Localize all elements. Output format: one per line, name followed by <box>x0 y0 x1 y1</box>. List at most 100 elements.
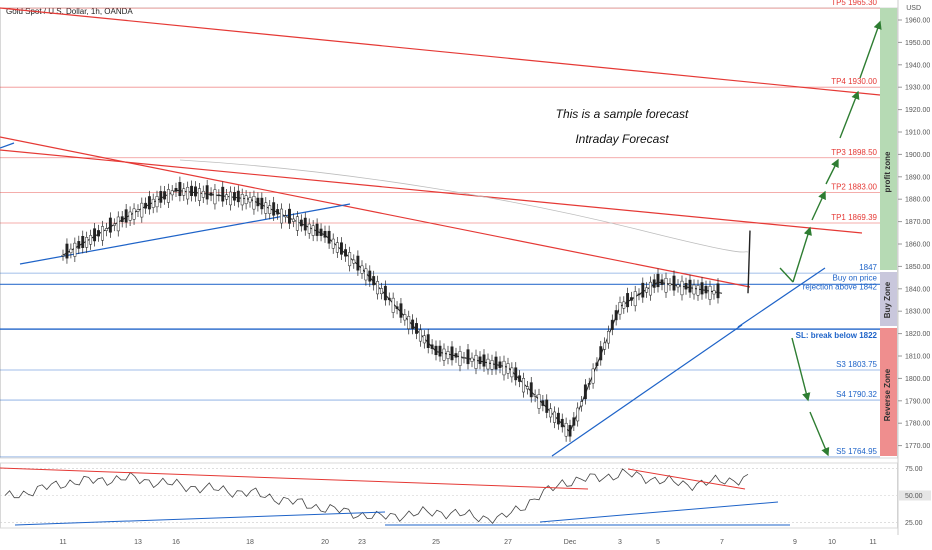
rsi-tick-label: 25.00 <box>905 520 923 527</box>
price-tick-label: 1800.00 <box>905 376 930 383</box>
time-tick-label: 23 <box>358 539 366 546</box>
candle-body <box>498 361 502 368</box>
candle-body <box>303 217 307 231</box>
candle-body <box>599 346 603 361</box>
candle-body <box>97 230 100 237</box>
candle-body <box>252 196 256 210</box>
candle-body <box>108 217 112 233</box>
candle-body <box>633 291 637 307</box>
candle-body <box>560 418 564 428</box>
rsi-trendline <box>539 501 779 523</box>
candle-body <box>140 202 144 218</box>
candle-body <box>352 259 356 264</box>
trendline <box>19 203 351 265</box>
candle-body <box>545 399 549 413</box>
annotation-intraday-forecast: Intraday Forecast <box>575 132 669 146</box>
candle-body <box>580 401 583 407</box>
candle-body <box>712 290 716 295</box>
candle-body <box>77 241 81 249</box>
candle-body <box>486 358 490 370</box>
candle-body <box>645 287 649 293</box>
candle-body <box>438 345 442 357</box>
trendline <box>737 267 826 328</box>
candle-body <box>466 349 470 365</box>
price-tick-label: 1950.00 <box>905 40 930 47</box>
candle-body <box>116 216 120 232</box>
level-label: 1847 <box>859 263 877 272</box>
buy-zone-label: Buy Zone <box>883 281 892 318</box>
candle-body <box>529 382 533 398</box>
rsi-trendline <box>14 511 386 526</box>
price-tick-label: 1930.00 <box>905 85 930 92</box>
candle-body <box>151 198 155 208</box>
candle-body <box>572 417 576 426</box>
candle-body <box>688 279 692 293</box>
candle-body <box>225 194 229 200</box>
candle-body <box>603 342 607 350</box>
candle-body <box>104 228 108 231</box>
candle-body <box>288 208 291 224</box>
candle-body <box>182 188 186 196</box>
time-tick-label: 5 <box>656 539 660 546</box>
candle-body <box>607 330 610 344</box>
candle-body <box>568 425 572 437</box>
candle-body <box>411 319 415 329</box>
candle-body <box>422 335 426 344</box>
annotation-sample-forecast: This is a sample forecast <box>556 107 689 121</box>
candle-body <box>85 237 89 248</box>
candle-body <box>478 356 482 364</box>
candle-body <box>291 218 295 222</box>
candle-body <box>668 283 672 286</box>
candle-body <box>418 329 422 342</box>
candle-body <box>622 301 626 309</box>
candle-body <box>442 348 446 361</box>
candle-body <box>696 285 700 296</box>
candle-body <box>626 293 630 308</box>
rsi-value-box <box>899 490 931 501</box>
level-label: S5 1764.95 <box>836 447 877 456</box>
price-tick-label: 1890.00 <box>905 174 930 181</box>
candle-body <box>217 194 221 197</box>
candle-body <box>213 189 217 205</box>
price-tick-label: 1780.00 <box>905 421 930 428</box>
candle-body <box>450 346 454 361</box>
candle-body <box>276 209 280 215</box>
candle-body <box>73 242 77 257</box>
candle-body <box>618 302 622 315</box>
time-tick-label: 27 <box>504 539 512 546</box>
candle-body <box>387 297 391 301</box>
candle-body <box>112 223 116 226</box>
candle-body <box>163 191 167 200</box>
rsi-tick-label: 75.00 <box>905 466 923 473</box>
level-label: S4 1790.32 <box>836 390 877 399</box>
moving-average-line <box>179 159 749 253</box>
level-label: TP1 1869.39 <box>831 213 877 222</box>
candle-body <box>700 282 704 295</box>
price-axis: 1770.00 1780.00 1790.00 1800.00 1810.00 1820.… <box>898 18 930 450</box>
candle-body <box>629 297 633 301</box>
price-tick-label: 1770.00 <box>905 443 930 450</box>
candle-body <box>549 408 553 418</box>
candle-body <box>372 276 376 286</box>
candle-body <box>641 282 645 298</box>
candle-body <box>339 242 343 255</box>
candle-body <box>407 316 411 329</box>
candle-body <box>344 249 348 257</box>
time-tick-label: Dec <box>564 539 577 546</box>
candle-body <box>299 219 303 227</box>
candle-body <box>256 197 260 207</box>
price-tick-label: 1830.00 <box>905 309 930 316</box>
price-tick-label: 1910.00 <box>905 130 930 137</box>
rsi-indicator: 75.00 50.00 25.00 <box>0 466 931 527</box>
time-tick-label: 7 <box>720 539 724 546</box>
candle-body <box>533 394 537 397</box>
price-tick-label: 1900.00 <box>905 152 930 159</box>
candle-body <box>458 351 462 366</box>
level-label: Buy on price <box>833 273 878 282</box>
candle-body <box>502 360 506 376</box>
candle-body <box>335 242 339 253</box>
candle-body <box>155 196 159 208</box>
bullish-arrow <box>859 20 882 79</box>
candle-body <box>284 215 287 218</box>
